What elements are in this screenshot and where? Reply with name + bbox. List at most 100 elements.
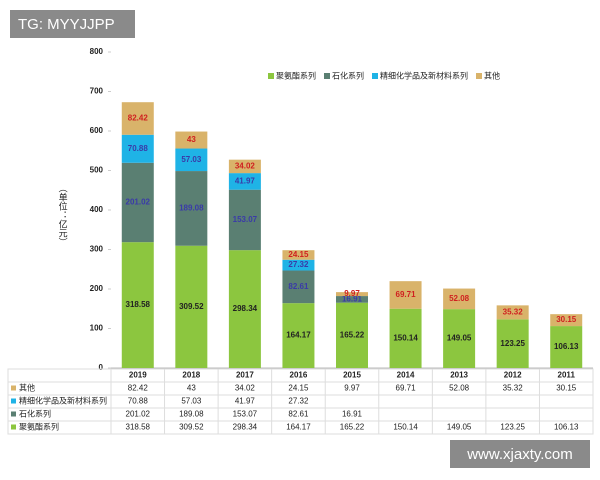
bar-segment (336, 292, 368, 297)
watermark: www.xjaxty.com (466, 446, 573, 463)
table-cell: 123.25 (500, 423, 525, 432)
y-axis-label: （单位：亿元） (58, 184, 68, 247)
table-cell: 35.32 (503, 384, 524, 393)
table-cell: 153.07 (233, 410, 258, 419)
bar-label: 123.25 (500, 339, 525, 348)
table-cell: 57.03 (181, 397, 202, 406)
bar-segment (175, 148, 208, 172)
bar-segment (121, 242, 154, 368)
bar-label: 9.97 (344, 289, 360, 298)
table-cell: 43 (187, 384, 196, 393)
x-tick-label: 2013 (450, 371, 468, 380)
table-cell: 298.34 (233, 423, 258, 432)
table-cell: 82.61 (288, 410, 309, 419)
bar-label: 82.42 (128, 114, 149, 123)
bar-segment (121, 102, 154, 135)
bar-label: 34.02 (235, 162, 256, 171)
bar-label: 153.07 (233, 215, 258, 224)
legend-label: 精细化学品及新材料系列 (380, 71, 468, 81)
table-cell: 82.42 (128, 384, 149, 393)
bar-label: 298.34 (233, 304, 258, 313)
legend-swatch (268, 73, 274, 79)
table-cell: 309.52 (179, 423, 204, 432)
bar-segment (550, 314, 583, 327)
table-cell: 150.14 (393, 423, 418, 432)
y-tick-label: 400 (90, 205, 104, 214)
table-row-header: 精细化学品及新材料系列 (19, 396, 107, 406)
y-tick-label: 800 (90, 47, 104, 56)
bar-label: 30.15 (556, 315, 577, 324)
y-tick-label: 500 (90, 166, 104, 175)
table-cell: 106.13 (554, 423, 579, 432)
bar-label: 189.08 (179, 204, 204, 213)
table-cell: 52.08 (449, 384, 470, 393)
bar-label: 150.14 (393, 333, 418, 342)
bar-label: 106.13 (554, 342, 579, 351)
bar-label: 16.91 (342, 295, 363, 304)
table-swatch (11, 424, 16, 430)
table-cell: 41.97 (235, 397, 256, 406)
bar-segment (121, 134, 154, 163)
bar-label: 309.52 (179, 302, 204, 311)
table-cell: 30.15 (556, 384, 577, 393)
y-tick-label: 300 (90, 245, 104, 254)
table-cell: 70.88 (128, 397, 149, 406)
x-tick-label: 2019 (129, 371, 147, 380)
bar-segment (496, 305, 529, 320)
y-tick-label: 0 (99, 363, 104, 372)
table-cell: 164.17 (286, 423, 311, 432)
bar-label: 27.32 (288, 260, 309, 269)
bar-label: 41.97 (235, 177, 256, 186)
bar-segment (282, 250, 315, 260)
bar-segment (228, 250, 261, 368)
bar-label: 82.61 (288, 282, 309, 291)
bar-segment (496, 319, 529, 368)
bar-segment (282, 303, 315, 368)
legend-swatch (324, 73, 330, 79)
bar-segment (336, 296, 368, 303)
x-tick-label: 2011 (558, 371, 576, 380)
table-swatch (11, 398, 16, 404)
bar-segment (228, 189, 261, 251)
table-row-header: 其他 (19, 383, 35, 393)
table-cell: 165.22 (340, 423, 365, 432)
legend-label: 聚氨酯系列 (276, 71, 316, 81)
x-tick-label: 2012 (504, 371, 522, 380)
legend-label: 石化系列 (332, 71, 364, 81)
bar-label: 57.03 (181, 155, 202, 164)
table-cell: 9.97 (344, 384, 360, 393)
bar-segment (175, 131, 208, 149)
bar-segment (175, 245, 208, 368)
bar-segment (282, 270, 315, 304)
x-tick-label: 2014 (397, 371, 415, 380)
table-row-header: 聚氨酯系列 (19, 422, 59, 432)
bar-label: 43 (187, 135, 196, 144)
table-swatch (11, 411, 16, 417)
bar-segment (389, 308, 422, 368)
bar-label: 70.88 (128, 144, 149, 153)
bar-segment (121, 162, 154, 243)
table-cell: 69.71 (396, 384, 417, 393)
bar-segment (228, 159, 261, 174)
bar-segment (550, 326, 583, 368)
table-cell: 34.02 (235, 384, 256, 393)
y-tick-label: 200 (90, 284, 104, 293)
bar-label: 24.15 (288, 250, 309, 259)
watermark-box (10, 10, 135, 38)
bar-segment (443, 309, 476, 368)
table-cell: 201.02 (126, 410, 151, 419)
bar-label: 149.05 (447, 334, 472, 343)
table-swatch (11, 385, 16, 391)
bar-label: 52.08 (449, 294, 470, 303)
bar-label: 318.58 (126, 300, 151, 309)
bar-label: 69.71 (396, 290, 417, 299)
bar-label: 201.02 (126, 198, 151, 207)
bar-label: 35.32 (503, 307, 524, 316)
legend-swatch (476, 73, 482, 79)
table-cell: 24.15 (288, 384, 309, 393)
table-cell: 318.58 (126, 423, 151, 432)
legend-swatch (372, 73, 378, 79)
table-cell: 16.91 (342, 410, 363, 419)
